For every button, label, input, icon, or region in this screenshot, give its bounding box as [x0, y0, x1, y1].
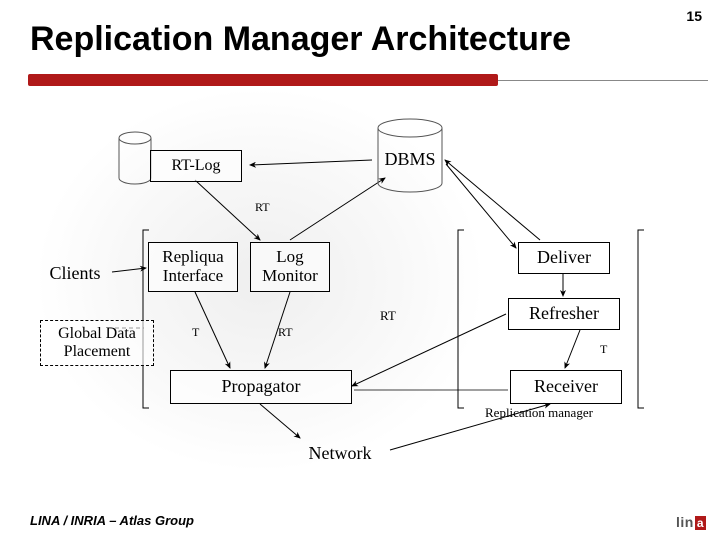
node-deliver: Deliver — [518, 242, 610, 274]
edge-14 — [446, 164, 516, 248]
logo-suffix: a — [695, 516, 706, 530]
edge-label-rt2: RT — [278, 325, 293, 340]
node-logmon: LogMonitor — [250, 242, 330, 292]
accent-line — [498, 80, 708, 81]
edge-6 — [352, 314, 506, 386]
page-number: 15 — [686, 8, 702, 24]
edge-label-rt3: RT — [380, 308, 396, 324]
edge-7 — [260, 404, 300, 438]
node-dbms: DBMS — [375, 145, 445, 175]
edge-label-t1: T — [192, 325, 199, 340]
edge-4 — [195, 292, 230, 368]
edge-8 — [445, 160, 540, 240]
node-refresher: Refresher — [508, 298, 620, 330]
architecture-diagram: RT-Log DBMS Clients RepliquaInterfaceLogMon… — [40, 110, 680, 490]
node-propagator: Propagator — [170, 370, 352, 404]
node-rtlog: RT-Log — [150, 150, 242, 182]
node-clients: Clients — [40, 260, 110, 288]
edge-3 — [112, 268, 146, 272]
accent-bar — [28, 74, 498, 86]
edge-0 — [195, 180, 260, 240]
edge-1 — [250, 160, 372, 165]
edge-label-repmgr: Replication manager — [485, 405, 593, 421]
node-gdp: Global DataPlacement — [40, 320, 154, 366]
edge-10 — [565, 330, 580, 368]
footer-text: LINA / INRIA – Atlas Group — [30, 513, 194, 528]
edge-label-rt1: RT — [255, 200, 270, 215]
logo-prefix: lin — [676, 514, 694, 530]
logo: lina — [676, 514, 706, 530]
node-network: Network — [290, 440, 390, 468]
node-repliqua: RepliquaInterface — [148, 242, 238, 292]
edge-2 — [290, 178, 385, 240]
node-receiver: Receiver — [510, 370, 622, 404]
edge-label-t2: T — [600, 342, 607, 357]
slide: Replication Manager Architecture 15 RT-L… — [0, 0, 720, 540]
slide-title: Replication Manager Architecture — [30, 20, 571, 59]
